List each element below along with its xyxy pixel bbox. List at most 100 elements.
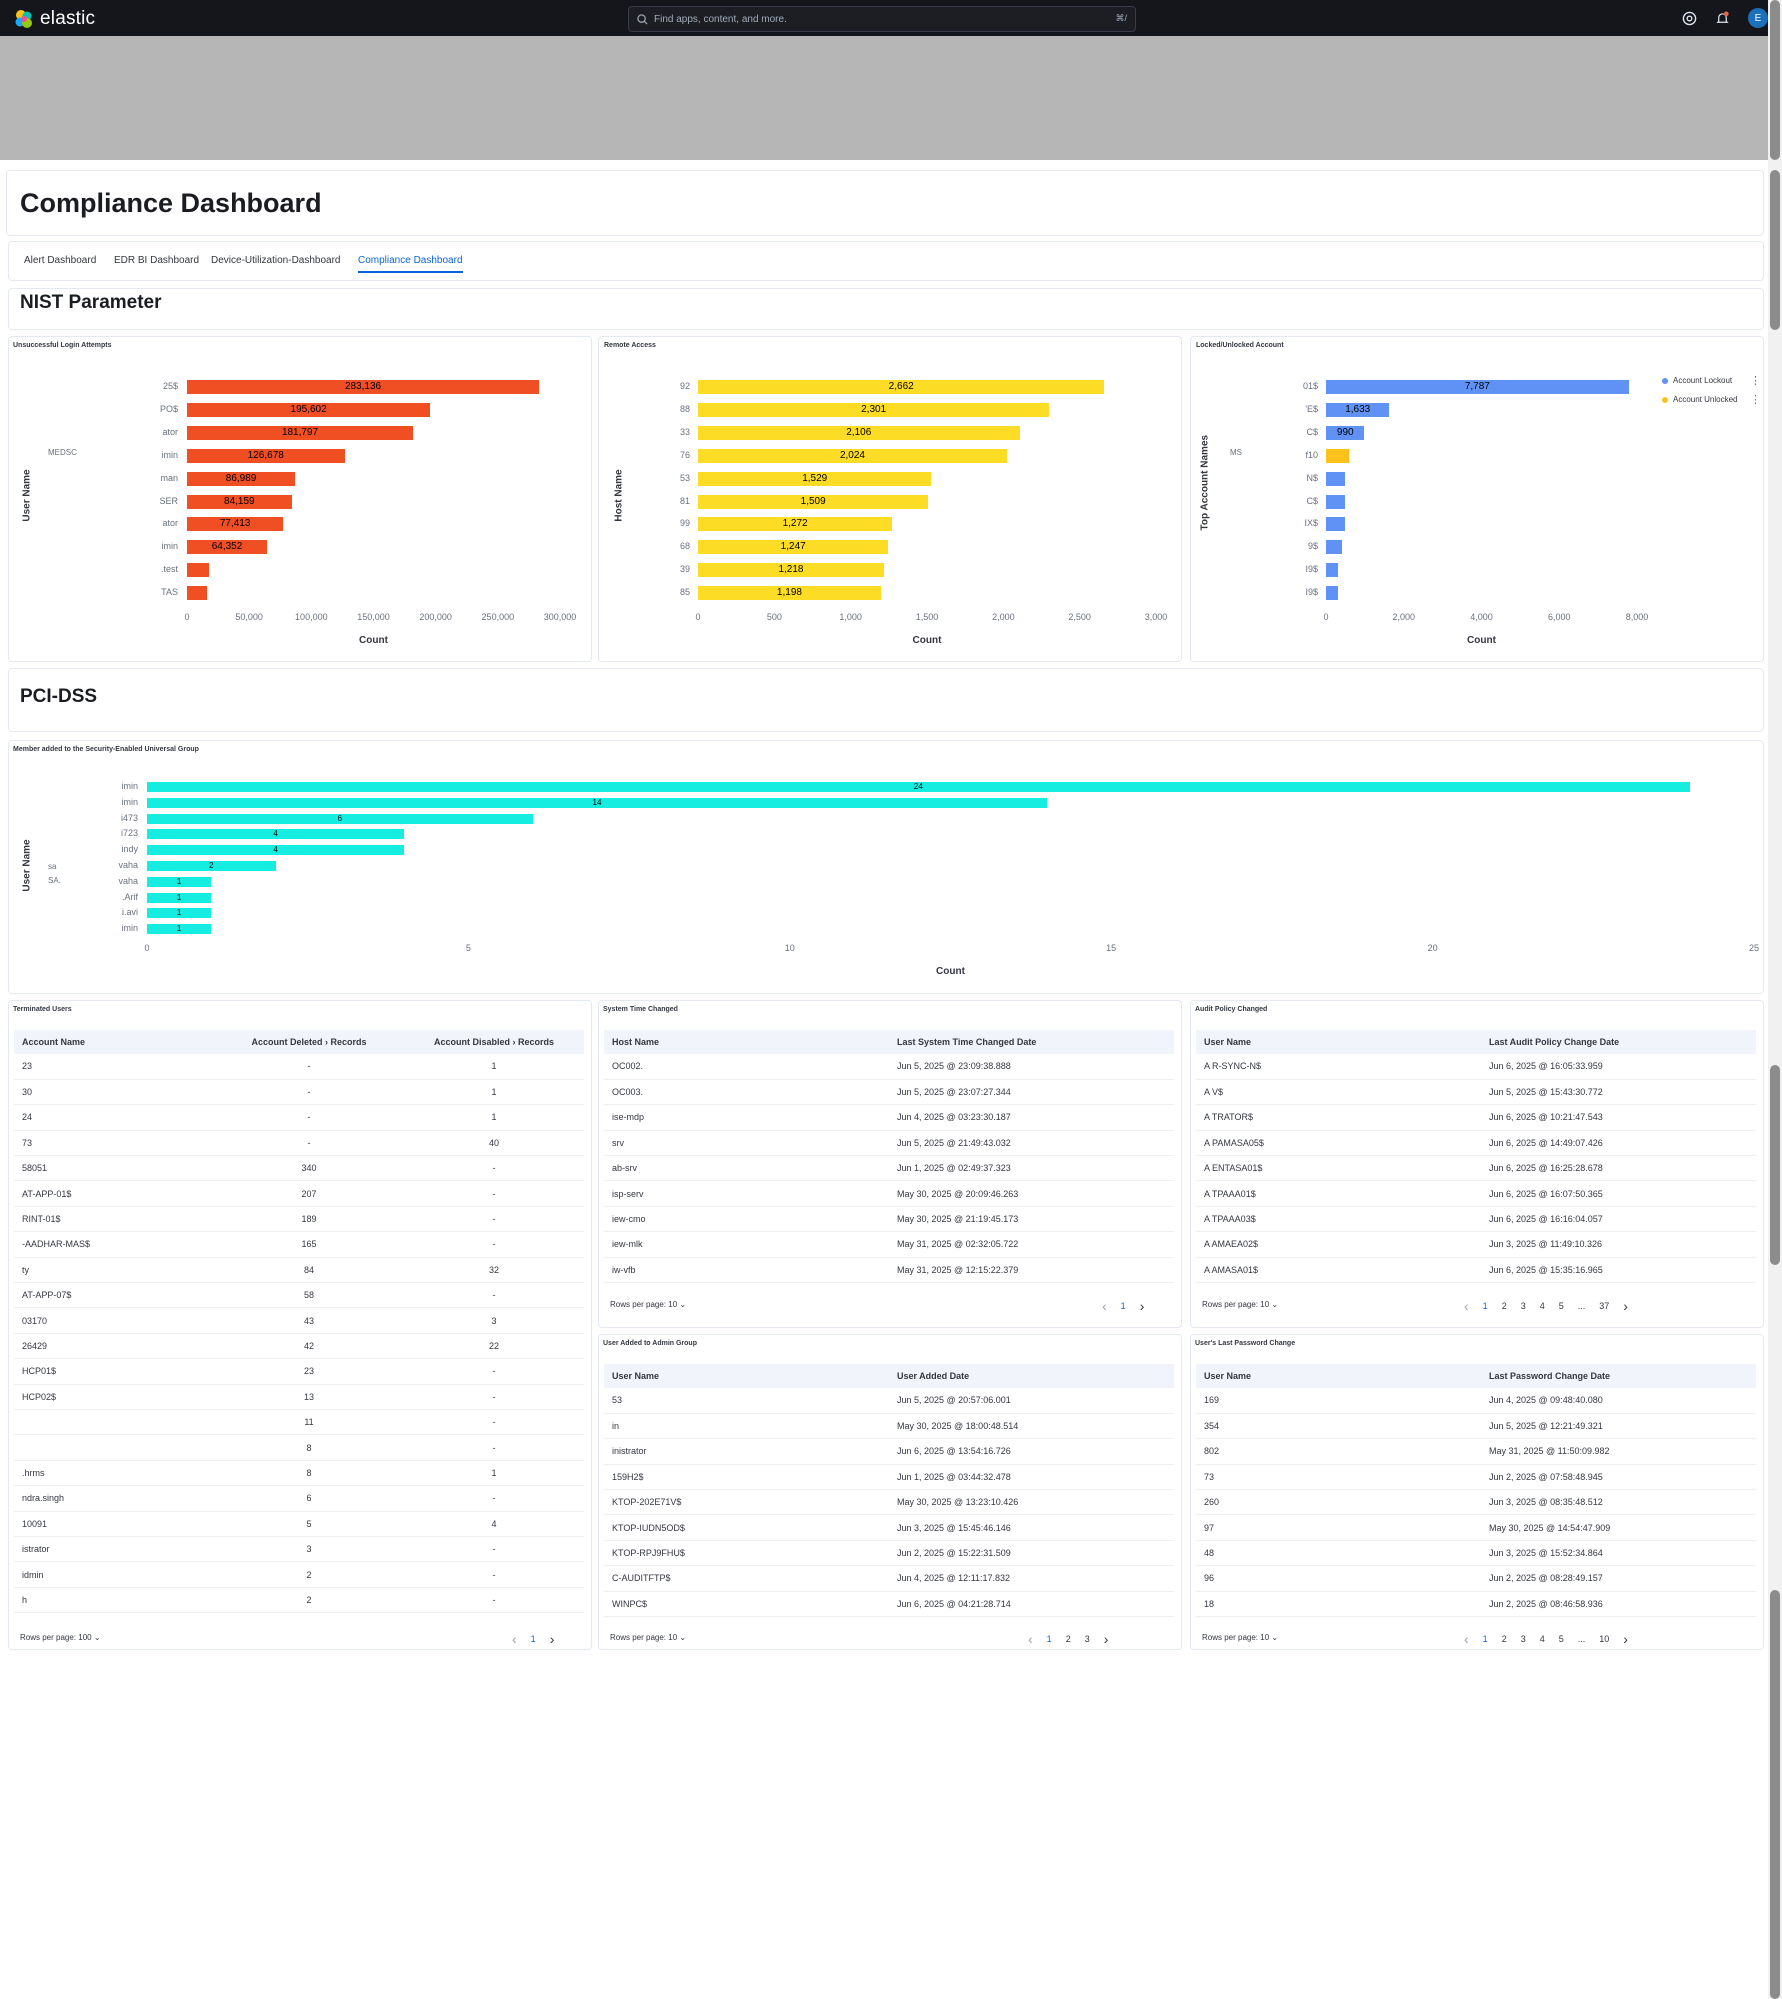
bar[interactable]	[147, 908, 212, 919]
bar[interactable]	[1326, 563, 1338, 578]
table-row[interactable]: 802 May 31, 2025 @ 11:50:09.982	[1196, 1438, 1756, 1465]
table-row[interactable]: 48 Jun 3, 2025 @ 15:52:34.864	[1196, 1540, 1756, 1567]
table-row[interactable]: 18 Jun 2, 2025 @ 08:46:58.936	[1196, 1591, 1756, 1618]
pagination-page[interactable]: 4	[1539, 1634, 1545, 1644]
bar[interactable]	[698, 471, 932, 486]
bar[interactable]	[147, 845, 405, 856]
table-row[interactable]: A AMAEA02$ Jun 3, 2025 @ 11:49:10.326	[1196, 1231, 1756, 1258]
bar[interactable]	[1326, 586, 1338, 601]
pagination-next-icon[interactable]: ›	[1139, 1298, 1145, 1314]
table-row[interactable]: OC002. Jun 5, 2025 @ 23:09:38.888	[604, 1054, 1174, 1080]
bar[interactable]	[698, 448, 1007, 463]
table-row[interactable]: idmin 2-	[14, 1561, 584, 1588]
table-row[interactable]: 03170 43 3	[14, 1307, 584, 1334]
legend-item[interactable]: Account Lockout	[1662, 376, 1732, 385]
table-row[interactable]: KTOP-202E71V$ May 30, 2025 @ 13:23:10.426	[604, 1489, 1174, 1516]
help-icon[interactable]	[1680, 9, 1698, 27]
table-row[interactable]: .hrms 8 1	[14, 1460, 584, 1487]
bar[interactable]	[147, 892, 212, 903]
table-row[interactable]: ndra.singh 6-	[14, 1485, 584, 1512]
tab-edr-bi-dashboard[interactable]: EDR BI Dashboard	[114, 255, 200, 266]
table-row[interactable]: srv Jun 5, 2025 @ 21:49:43.032	[604, 1130, 1174, 1157]
pagination-page[interactable]: 1	[1482, 1301, 1488, 1311]
pagination-prev-icon[interactable]: ‹	[1464, 1298, 1469, 1314]
bar[interactable]	[187, 425, 414, 440]
pagination-prev-icon[interactable]: ‹	[512, 1631, 517, 1647]
table-row[interactable]: 10091 5 4	[14, 1511, 584, 1537]
table-row[interactable]: -AADHAR-MAS$ 165-	[14, 1231, 584, 1258]
bar[interactable]	[187, 471, 296, 486]
column-header[interactable]: Last Password Change Date	[1481, 1364, 1756, 1388]
pagination-page[interactable]: 4	[1539, 1301, 1545, 1311]
table-row[interactable]: 58051 340-	[14, 1155, 584, 1182]
bar[interactable]	[187, 402, 431, 417]
bar[interactable]	[147, 876, 212, 887]
column-header[interactable]: User Added Date	[889, 1364, 1174, 1388]
bar[interactable]	[1326, 402, 1390, 417]
column-header[interactable]: Account Disabled › Records	[404, 1030, 584, 1054]
table-row[interactable]: HCP01$ 23-	[14, 1358, 584, 1385]
table-row[interactable]: 73-40	[14, 1130, 584, 1157]
table-row[interactable]: 30-1	[14, 1079, 584, 1106]
bar[interactable]	[698, 586, 881, 601]
pagination-prev-icon[interactable]: ‹	[1028, 1631, 1033, 1647]
column-header[interactable]: Host Name	[604, 1030, 889, 1054]
pagination-page[interactable]: 1	[530, 1634, 536, 1644]
pagination-page[interactable]: 5	[1558, 1634, 1564, 1644]
bar[interactable]	[698, 494, 929, 509]
legend-menu-icon[interactable]: ⋮	[1750, 375, 1761, 387]
table-row[interactable]: AT-APP-07$ 58-	[14, 1282, 584, 1309]
pagination-page[interactable]: 3	[1520, 1634, 1526, 1644]
table-row[interactable]: 169 Jun 4, 2025 @ 09:48:40.080	[1196, 1388, 1756, 1414]
table-row[interactable]: HCP02$ 13-	[14, 1384, 584, 1410]
table-row[interactable]: OC003. Jun 5, 2025 @ 23:07:27.344	[604, 1079, 1174, 1106]
rows-per-page-select[interactable]: Rows per page: 10 ⌄	[610, 1300, 687, 1309]
pagination-prev-icon[interactable]: ‹	[1102, 1298, 1107, 1314]
column-header[interactable]: Last Audit Policy Change Date	[1481, 1030, 1756, 1054]
legend-item[interactable]: Account Unlocked	[1662, 395, 1737, 404]
pagination-page[interactable]: 1	[1046, 1634, 1052, 1644]
table-row[interactable]: iew-cmo May 30, 2025 @ 21:19:45.173	[604, 1206, 1174, 1233]
pagination-page[interactable]: 10	[1599, 1634, 1610, 1644]
bar[interactable]	[187, 380, 540, 394]
rows-per-page-select[interactable]: Rows per page: 100 ⌄	[20, 1633, 101, 1642]
bar[interactable]	[147, 829, 405, 840]
tab-compliance-dashboard[interactable]: Compliance Dashboard	[358, 255, 463, 273]
bar[interactable]	[187, 563, 210, 578]
table-row[interactable]: A PAMASA05$ Jun 6, 2025 @ 14:49:07.426	[1196, 1130, 1756, 1157]
user-avatar[interactable]: E	[1748, 8, 1768, 28]
pagination-prev-icon[interactable]: ‹	[1464, 1631, 1469, 1647]
bar[interactable]	[147, 924, 212, 935]
table-row[interactable]: iw-vfb May 31, 2025 @ 12:15:22.379	[604, 1257, 1174, 1284]
tab-alert-dashboard[interactable]: Alert Dashboard	[24, 255, 97, 266]
table-row[interactable]: in May 30, 2025 @ 18:00:48.514	[604, 1413, 1174, 1440]
table-row[interactable]: KTOP-IUDN5OD$ Jun 3, 2025 @ 15:45:46.146	[604, 1514, 1174, 1541]
table-row[interactable]: WINPC$ Jun 6, 2025 @ 04:21:28.714	[604, 1591, 1174, 1618]
table-row[interactable]: 159H2$ Jun 1, 2025 @ 03:44:32.478	[604, 1464, 1174, 1491]
pagination-page[interactable]: 1	[1120, 1301, 1126, 1311]
column-header[interactable]: Account Name	[14, 1030, 214, 1054]
notification-bell-icon[interactable]	[1713, 9, 1731, 27]
bar[interactable]	[187, 540, 267, 555]
table-row[interactable]: 53 Jun 5, 2025 @ 20:57:06.001	[604, 1388, 1174, 1414]
table-row[interactable]: RINT-01$ 189-	[14, 1206, 584, 1233]
pagination-next-icon[interactable]: ›	[1103, 1631, 1109, 1647]
table-row[interactable]: ty 84 32	[14, 1257, 584, 1284]
scrollbar-thumb[interactable]	[1770, 1065, 1780, 1265]
bar[interactable]	[1326, 448, 1350, 463]
bar[interactable]	[1326, 380, 1629, 394]
column-header[interactable]: Account Deleted › Records	[214, 1030, 404, 1054]
table-row[interactable]: 97 May 30, 2025 @ 14:54:47.909	[1196, 1514, 1756, 1541]
bar[interactable]	[187, 494, 292, 509]
table-row[interactable]: A TPAAA03$ Jun 6, 2025 @ 16:16:04.057	[1196, 1206, 1756, 1233]
table-row[interactable]: 11-	[14, 1409, 584, 1436]
rows-per-page-select[interactable]: Rows per page: 10 ⌄	[610, 1633, 687, 1642]
table-row[interactable]: KTOP-RPJ9FHU$ Jun 2, 2025 @ 15:22:31.509	[604, 1540, 1174, 1567]
rows-per-page-select[interactable]: Rows per page: 10 ⌄	[1202, 1633, 1279, 1642]
pagination-page[interactable]: 2	[1501, 1301, 1507, 1311]
bar[interactable]	[187, 517, 284, 532]
legend-menu-icon[interactable]: ⋮	[1750, 394, 1761, 406]
bar[interactable]	[147, 797, 1047, 808]
pagination-page[interactable]: 5	[1558, 1301, 1564, 1311]
